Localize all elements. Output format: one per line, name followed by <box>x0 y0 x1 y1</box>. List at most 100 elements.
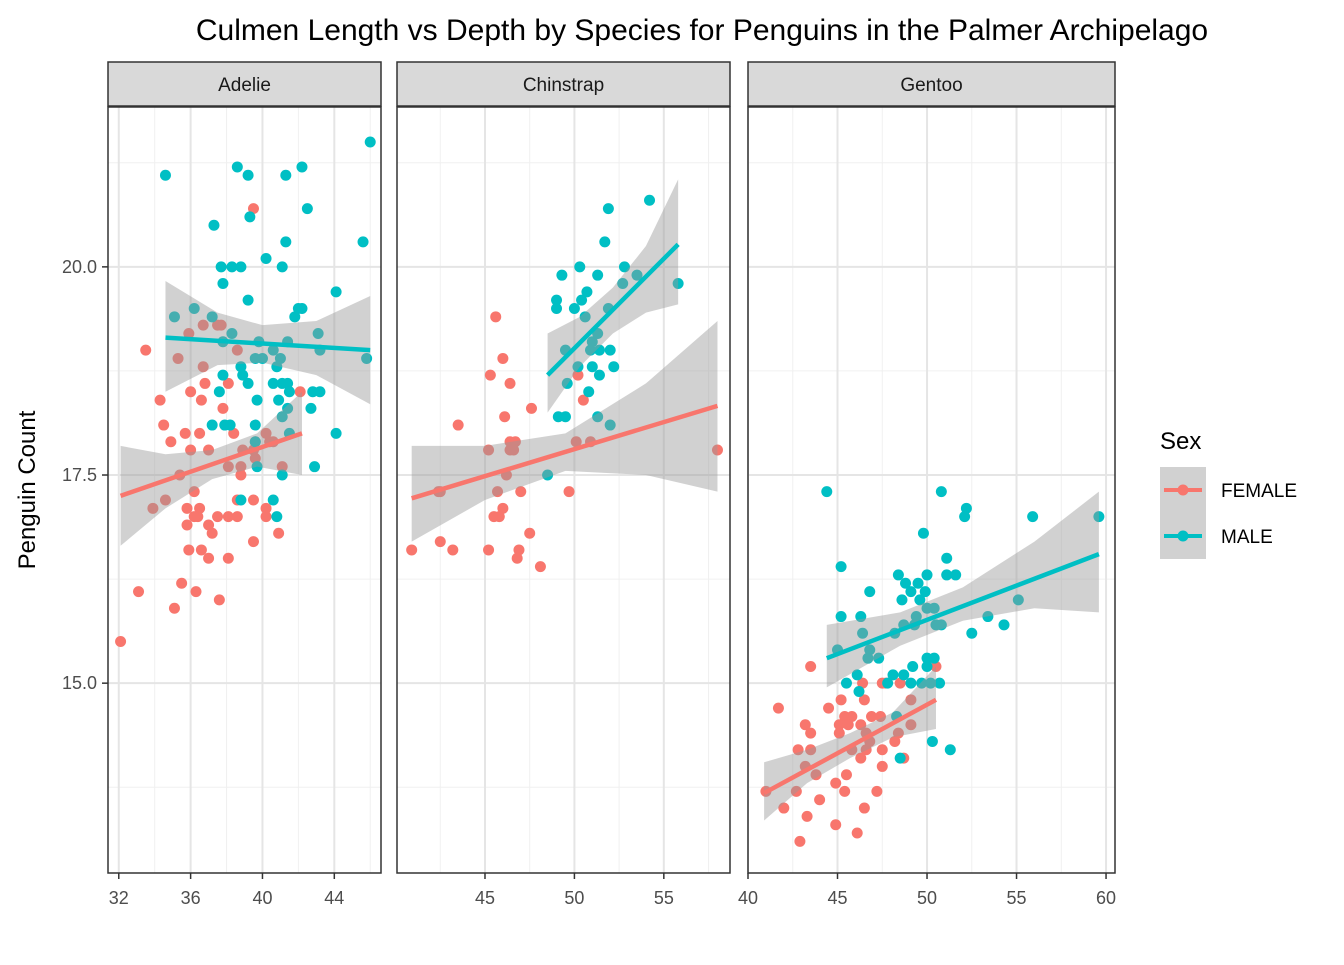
data-point-male <box>982 611 994 623</box>
data-point-male <box>282 402 294 414</box>
data-point-female <box>792 744 804 756</box>
data-point-female <box>176 577 188 589</box>
data-point-male <box>280 169 292 181</box>
panel-border <box>396 106 731 874</box>
data-point-female <box>805 661 817 673</box>
data-point-male <box>274 352 286 364</box>
data-point-female <box>858 802 870 814</box>
facet-strip-label: Adelie <box>218 75 271 96</box>
data-point-female <box>801 810 813 822</box>
data-point-male <box>561 377 573 389</box>
data-point-female <box>799 719 811 731</box>
y-tick-label: 15.0 <box>62 673 97 693</box>
facet-strip <box>747 61 1116 107</box>
data-point-male <box>855 611 867 623</box>
data-point-female <box>222 461 234 473</box>
data-point-male <box>914 594 926 606</box>
data-point-female <box>790 785 802 797</box>
data-point-male <box>296 161 308 173</box>
data-point-male <box>242 294 254 306</box>
facet-strip-label: Chinstrap <box>523 75 604 96</box>
data-point-male <box>226 261 238 273</box>
data-point-male <box>568 302 580 314</box>
data-point-male <box>208 219 220 231</box>
data-point-male <box>599 236 611 248</box>
data-point-female <box>905 719 917 731</box>
legend-point-swatch <box>1177 530 1189 542</box>
data-point-female <box>159 494 171 506</box>
data-point-male <box>271 361 283 373</box>
confidence-band-male <box>547 179 679 413</box>
data-point-male <box>882 677 894 689</box>
confidence-band-female <box>764 666 936 821</box>
panel-border <box>747 106 1116 874</box>
x-tick-label: 60 <box>1096 888 1116 908</box>
data-point-male <box>934 677 946 689</box>
x-tick-label: 55 <box>654 888 674 908</box>
data-point-male <box>916 677 928 689</box>
data-point-male <box>873 652 885 664</box>
data-point-male <box>583 386 595 398</box>
data-point-female <box>513 544 525 556</box>
data-point-male <box>894 752 906 764</box>
data-point-male <box>950 569 962 581</box>
x-tick-label: 40 <box>738 888 758 908</box>
data-point-female <box>805 727 817 739</box>
data-point-female <box>235 469 247 481</box>
y-axis: 15.0 17.5 20.0 <box>62 257 108 693</box>
data-point-male <box>835 611 847 623</box>
x-tick-label: 44 <box>324 888 344 908</box>
data-point-male <box>604 344 616 356</box>
data-point-male <box>928 602 940 614</box>
data-point-male <box>576 294 588 306</box>
facet-panels: Adelie 32 36 40 44 Chinstrap 45 50 55 Gentoo 40 45 5… <box>62 61 1116 908</box>
data-point-male <box>168 311 180 323</box>
data-point-female <box>181 502 193 514</box>
data-point-male <box>556 269 568 281</box>
data-point-female <box>830 777 842 789</box>
data-point-male <box>215 261 227 273</box>
data-point-female <box>213 594 225 606</box>
data-point-male <box>593 344 605 356</box>
data-point-male <box>1012 594 1024 606</box>
data-point-female <box>866 710 878 722</box>
data-point-male <box>900 577 912 589</box>
data-point-female <box>778 802 790 814</box>
data-point-female <box>222 511 234 523</box>
data-point-male <box>910 611 922 623</box>
trend-line-male <box>165 335 371 353</box>
data-point-female <box>833 719 845 731</box>
data-point-female <box>483 444 495 456</box>
data-point-female <box>217 402 229 414</box>
data-point-female <box>504 377 516 389</box>
data-point-male <box>617 278 629 290</box>
data-point-female <box>484 369 496 381</box>
data-point-male <box>296 302 308 314</box>
data-point-female <box>805 744 817 756</box>
data-point-male <box>244 211 256 223</box>
data-point-male <box>604 419 616 431</box>
data-point-male <box>267 377 279 389</box>
data-point-male <box>935 619 947 631</box>
data-point-female <box>203 444 215 456</box>
legend-title: Sex <box>1160 428 1201 455</box>
data-point-male <box>672 278 684 290</box>
data-point-female <box>515 486 527 498</box>
data-point-male <box>235 361 247 373</box>
data-point-male <box>242 377 254 389</box>
data-point-male <box>581 286 593 298</box>
data-point-male <box>273 394 285 406</box>
data-point-male <box>917 527 929 539</box>
data-point-male <box>586 361 598 373</box>
data-point-female <box>199 377 211 389</box>
data-point-female <box>905 694 917 706</box>
data-point-female <box>195 544 207 556</box>
confidence-band-female <box>411 320 718 542</box>
data-point-male <box>821 486 833 498</box>
trend-line-female <box>119 431 303 498</box>
facet-strip <box>396 61 731 107</box>
data-point-female <box>190 586 202 598</box>
legend: Sex FEMALE MALE <box>1160 428 1297 559</box>
data-point-female <box>483 544 495 556</box>
data-point-male <box>283 386 295 398</box>
